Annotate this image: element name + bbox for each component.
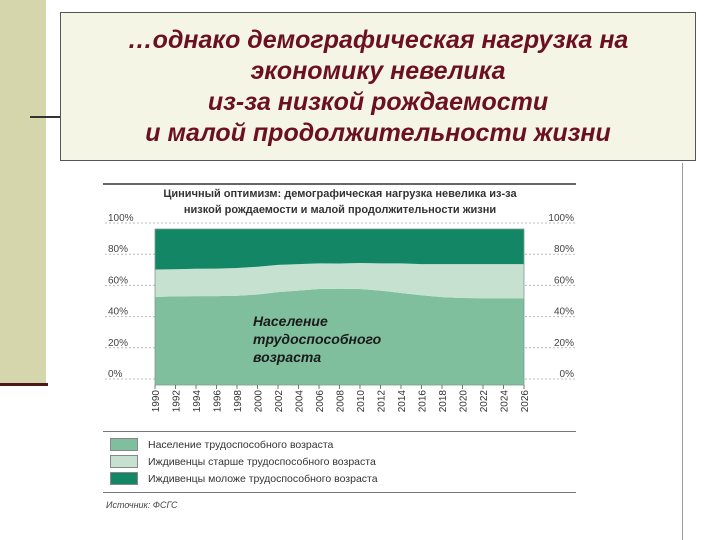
x-tick-label: 1990 xyxy=(151,390,162,413)
legend-label-elderly: Иждивенцы старше трудоспособного возраст… xyxy=(148,455,376,468)
y-tick-label-right: 0% xyxy=(560,369,575,380)
slide-title-line-1: …однако демографическая нагрузка на xyxy=(127,25,629,54)
figure-right-border xyxy=(682,163,683,540)
x-tick-label: 2010 xyxy=(356,390,367,413)
y-tick-label-right: 80% xyxy=(554,244,574,255)
y-tick-label-right: 40% xyxy=(554,307,574,318)
x-tick-label: 2014 xyxy=(397,390,408,413)
x-tick-label: 2008 xyxy=(336,390,347,413)
decorative-line xyxy=(30,116,62,118)
chart-legend: Население трудоспособного возраста Иждив… xyxy=(110,436,378,487)
x-tick-label: 2016 xyxy=(418,390,429,413)
x-tick-label: 2024 xyxy=(500,390,511,413)
y-tick-label-left: 80% xyxy=(108,244,128,255)
x-tick-label: 2006 xyxy=(315,390,326,413)
legend-label-working-age: Население трудоспособного возраста xyxy=(148,438,334,451)
x-tick-label: 1994 xyxy=(192,390,203,413)
chart-title: Циничный оптимизм: демографическая нагру… xyxy=(120,186,560,218)
area-annotation-line: трудоспособного xyxy=(253,331,382,347)
slide-title-line-2: экономику невелика xyxy=(250,56,506,85)
source-note: Источник: ФСГС xyxy=(106,500,178,510)
y-tick-label-left: 40% xyxy=(108,307,128,318)
y-tick-label-right: 20% xyxy=(554,338,574,349)
x-tick-label: 2012 xyxy=(377,390,388,413)
x-tick-label: 2018 xyxy=(438,390,449,413)
legend-top-rule xyxy=(103,431,576,432)
y-tick-label-right: 100% xyxy=(548,213,574,224)
legend-swatch-young xyxy=(110,472,138,485)
y-tick-label-left: 20% xyxy=(108,338,128,349)
slide-title: …однако демографическая нагрузка на экон… xyxy=(61,25,695,149)
chart-top-rule xyxy=(103,183,576,185)
x-tick-label: 2022 xyxy=(479,390,490,413)
x-tick-label: 2026 xyxy=(520,390,531,413)
area-series-1 xyxy=(155,263,524,299)
area-annotation-line: возраста xyxy=(253,349,321,365)
chart-title-line-1: Циничный оптимизм: демографическая нагру… xyxy=(163,188,517,200)
x-tick-label: 1992 xyxy=(172,390,183,413)
legend-item-working-age: Население трудоспособного возраста xyxy=(110,436,378,453)
left-accent-underline xyxy=(0,383,48,386)
slide-title-box: …однако демографическая нагрузка на экон… xyxy=(60,12,696,161)
slide-title-line-3: из-за низкой рождаемости xyxy=(207,87,549,116)
y-tick-label-right: 60% xyxy=(554,275,574,286)
legend-label-young: Иждивенцы моложе трудоспособного возраст… xyxy=(148,472,378,485)
x-tick-label: 2004 xyxy=(295,390,306,413)
x-tick-label: 1996 xyxy=(213,390,224,413)
legend-swatch-working-age xyxy=(110,438,138,451)
x-tick-label: 1998 xyxy=(233,390,244,413)
area-series-0 xyxy=(155,288,524,385)
left-accent-bar xyxy=(0,0,46,385)
x-tick-label: 2002 xyxy=(274,390,285,413)
y-tick-label-left: 100% xyxy=(108,213,134,224)
legend-swatch-elderly xyxy=(110,455,138,468)
x-tick-label: 2020 xyxy=(459,390,470,413)
slide-title-line-4: и малой продолжительности жизни xyxy=(145,118,611,147)
x-tick-label: 2000 xyxy=(254,390,265,413)
y-tick-label-left: 60% xyxy=(108,275,128,286)
area-annotation-line: Население xyxy=(253,313,328,329)
area-series-2 xyxy=(155,229,524,270)
legend-item-young-dependents: Иждивенцы моложе трудоспособного возраст… xyxy=(110,470,378,487)
legend-item-elderly-dependents: Иждивенцы старше трудоспособного возраст… xyxy=(110,453,378,470)
chart-title-line-2: низкой рождаемости и малой продолжительн… xyxy=(183,204,497,216)
legend-bottom-rule xyxy=(103,492,576,493)
y-tick-label-left: 0% xyxy=(108,369,123,380)
